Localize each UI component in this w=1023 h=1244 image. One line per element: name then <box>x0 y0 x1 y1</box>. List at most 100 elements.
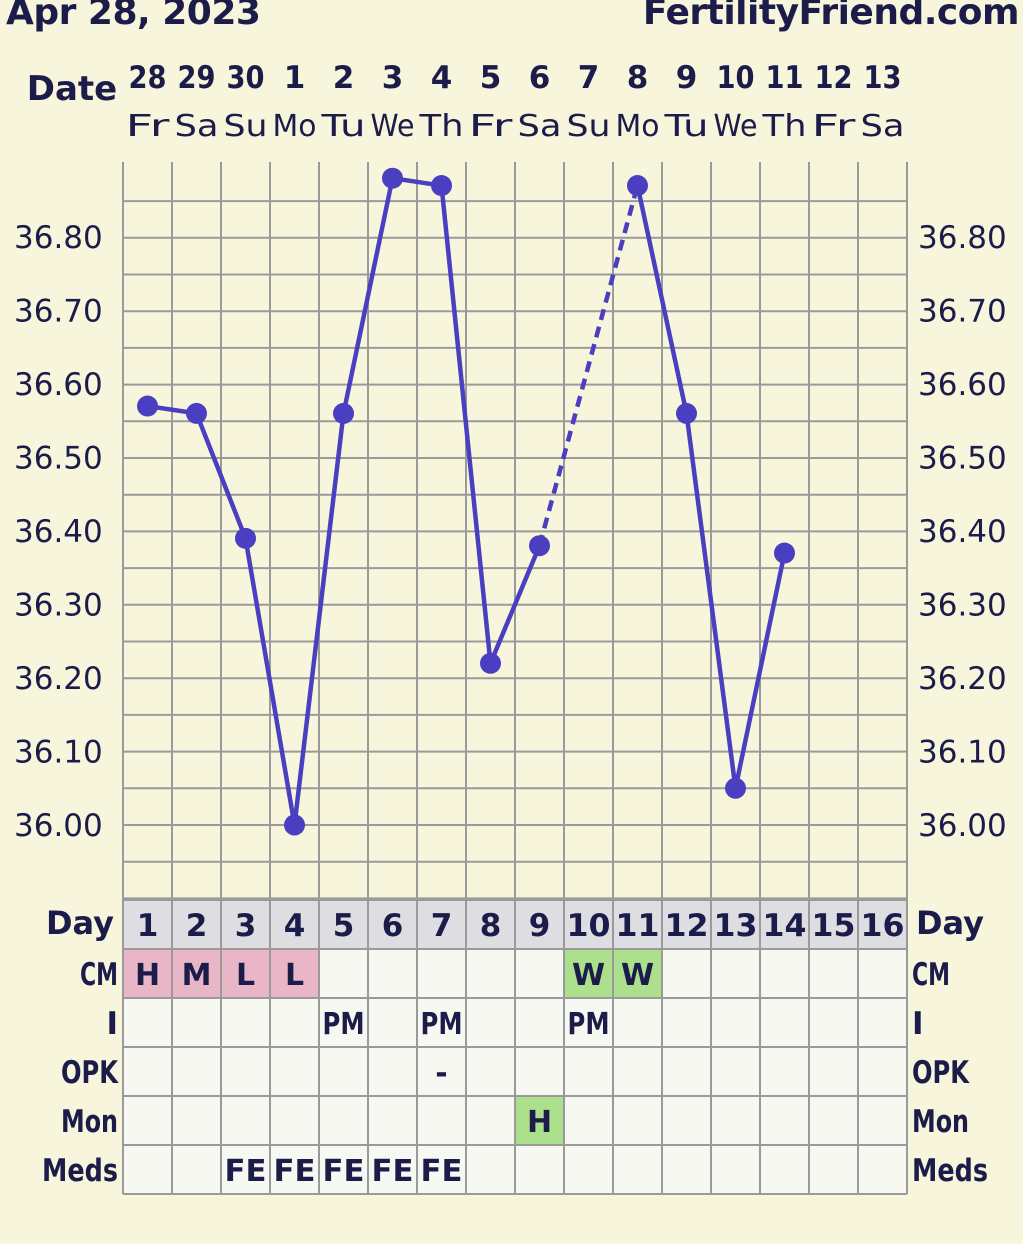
day-number: 16 <box>861 908 905 944</box>
cell-meds <box>858 1145 907 1194</box>
cell-opk <box>221 1047 270 1096</box>
y-axis-right: 36.80 36.70 36.60 36.50 36.40 36.30 36.20 36.10… <box>918 220 1007 844</box>
y-tick-label-right: 36.10 <box>918 735 1007 771</box>
cell-cm <box>368 949 417 998</box>
cell-opk <box>417 1047 466 1096</box>
day-number: 10 <box>567 908 611 944</box>
date-weekday: Fr <box>812 109 857 144</box>
series-segment <box>684 413 738 789</box>
cell-i <box>123 998 172 1047</box>
series-segment <box>439 185 493 664</box>
y-tick-label-left: 36.70 <box>14 294 103 330</box>
site-name: FertilityFriend.com <box>642 0 1020 33</box>
cell-value-cm: L <box>236 958 255 993</box>
row-label-meds-right: Meds <box>912 1153 988 1189</box>
day-number: 9 <box>529 908 551 944</box>
y-tick-label-left: 36.50 <box>14 441 103 477</box>
cell-value-cm: W <box>621 958 654 993</box>
data-point <box>137 395 158 417</box>
data-point <box>480 652 501 674</box>
series-segment <box>292 413 346 826</box>
series-segment <box>635 185 689 414</box>
y-tick-label-left: 36.20 <box>14 661 103 697</box>
cell-opk <box>711 1047 760 1096</box>
date-number: 8 <box>627 60 649 96</box>
cell-value-cm: W <box>572 958 605 993</box>
row-label-mon-right: Mon <box>912 1104 969 1140</box>
cell-opk <box>270 1047 319 1096</box>
date-weekday: Su <box>567 109 611 144</box>
cell-meds <box>564 1145 613 1194</box>
cell-mon <box>711 1096 760 1145</box>
cell-meds <box>515 1145 564 1194</box>
cell-meds <box>368 1145 417 1194</box>
cell-meds <box>711 1145 760 1194</box>
cell-opk <box>466 1047 515 1096</box>
row-label-cm-left: CM <box>80 957 118 993</box>
cell-cm <box>662 949 711 998</box>
cell-value-meds: FE <box>421 1154 463 1189</box>
y-tick-label-right: 36.70 <box>918 294 1007 330</box>
row-label-opk-left: OPK <box>61 1055 119 1091</box>
cell-opk <box>760 1047 809 1096</box>
series-segment <box>194 412 248 540</box>
day-number: 6 <box>382 908 404 944</box>
date-number: 11 <box>766 60 804 96</box>
date-weekday: Sa <box>861 109 905 144</box>
cell-cm <box>466 949 515 998</box>
cell-mon <box>417 1096 466 1145</box>
cell-value-cm: M <box>182 958 212 993</box>
date-number: 28 <box>129 60 167 96</box>
day-label-right: Day <box>916 904 984 942</box>
y-tick-label-left: 36.80 <box>14 220 103 256</box>
date-weekday: Sa <box>175 109 219 144</box>
row-label-i-right: I <box>912 1006 924 1042</box>
series-segment-dashed <box>537 184 640 547</box>
y-tick-label-left: 36.00 <box>14 808 103 844</box>
row-label-mon-left: Mon <box>61 1104 118 1140</box>
cell-meds <box>319 1145 368 1194</box>
cell-meds <box>417 1145 466 1194</box>
cell-mon <box>466 1096 515 1145</box>
cell-value-meds: FE <box>372 1154 414 1189</box>
cell-opk <box>319 1047 368 1096</box>
cell-cm <box>123 949 172 998</box>
day-number: 7 <box>431 908 453 944</box>
temperature-series <box>137 167 795 836</box>
series-segment <box>733 552 787 789</box>
date-number: 3 <box>382 60 404 96</box>
date-weekday: Mo <box>616 109 660 144</box>
date-label: Date <box>27 69 117 109</box>
date-number: 12 <box>815 60 853 96</box>
date-number: 2 <box>333 60 355 96</box>
day-number: 1 <box>137 908 159 944</box>
cell-i <box>515 998 564 1047</box>
cell-i <box>417 998 466 1047</box>
cell-mon <box>221 1096 270 1145</box>
cell-mon <box>123 1096 172 1145</box>
day-number: 15 <box>812 908 856 944</box>
cell-mon <box>172 1096 221 1145</box>
y-axis-left: 36.80 36.70 36.60 36.50 36.40 36.30 36.20 36.10… <box>14 220 103 844</box>
day-number: 13 <box>714 908 758 944</box>
cell-mon <box>662 1096 711 1145</box>
row-label-cm-right: CM <box>912 957 950 993</box>
y-tick-label-left: 36.60 <box>14 367 103 403</box>
data-point <box>235 527 256 549</box>
cell-mon <box>858 1096 907 1145</box>
date-weekday: We <box>714 109 758 144</box>
date-number: 10 <box>717 60 755 96</box>
day-number: 3 <box>235 908 257 944</box>
y-tick-label-left: 36.30 <box>14 588 103 624</box>
y-tick-label-left: 36.40 <box>14 514 103 550</box>
chart-date: Apr 28, 2023 <box>6 0 261 33</box>
y-tick-label-right: 36.20 <box>918 661 1007 697</box>
cell-cm <box>564 949 613 998</box>
data-point <box>627 175 648 197</box>
data-point <box>186 402 207 424</box>
day-number: 14 <box>763 908 807 944</box>
cell-meds <box>760 1145 809 1194</box>
day-number: 8 <box>480 908 502 944</box>
row-label-meds-left: Meds <box>42 1153 118 1189</box>
cell-opk <box>858 1047 907 1096</box>
